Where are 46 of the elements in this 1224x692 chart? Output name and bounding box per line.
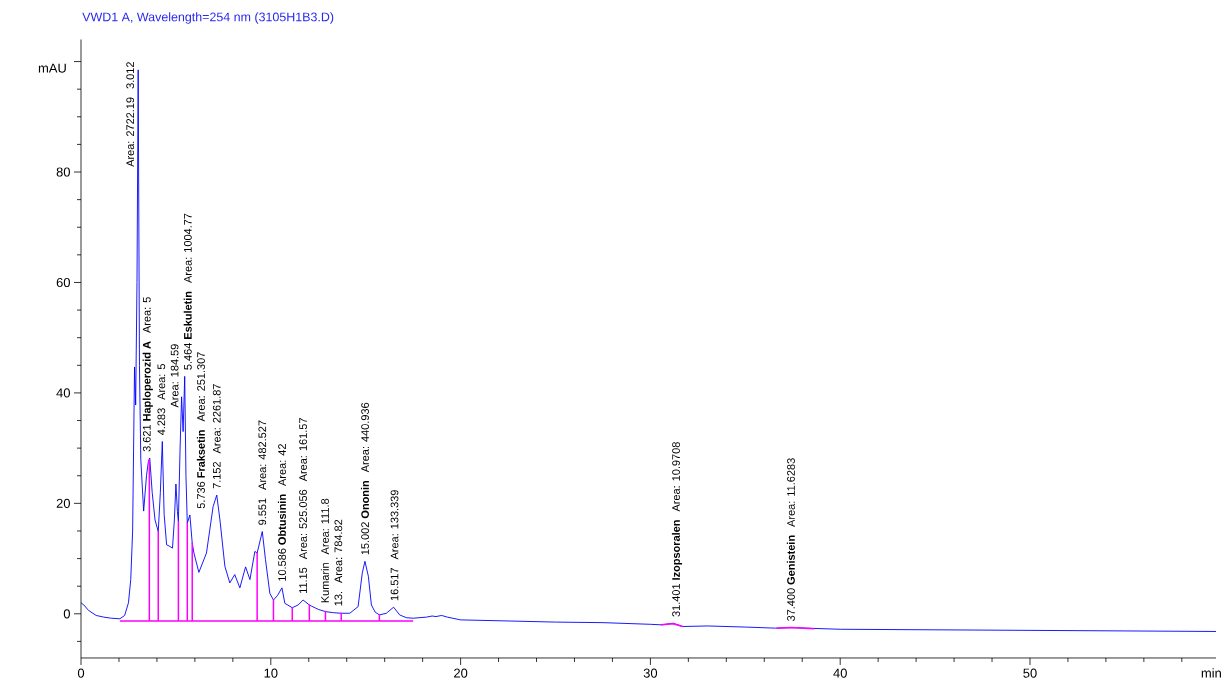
annotation: 3.621 Haploperozid A (142, 341, 153, 452)
x-axis-title: min (1201, 668, 1221, 678)
annotation: Area: 784.82 (334, 519, 343, 584)
y-tick-label: 60 (56, 277, 70, 288)
annotation: 9.551 (258, 498, 267, 525)
y-tick-label: 0 (63, 609, 70, 619)
annotation: 15.002 Ononin (360, 480, 369, 555)
annotation: Area: 10.9708 (672, 442, 680, 512)
annotation: 37.400 Genistein (786, 535, 795, 621)
y-tick-label: 80 (56, 167, 70, 177)
y-tick-label: 20 (56, 498, 70, 508)
annotation: Area: 5 (157, 364, 166, 400)
annotation: 4.283 (157, 408, 166, 436)
annotation: Area: 2261.87 (212, 384, 221, 454)
annotation: Area: 161.57 (299, 418, 307, 482)
annotation: Kumarin (320, 563, 329, 603)
annotation: 13. (334, 592, 343, 606)
annotation: 31.401 Izopsoralen (671, 520, 683, 617)
annotation: Area: 482.527 (258, 420, 267, 490)
annotation: Area: 111.8 (321, 498, 329, 555)
x-tick-label: 20 (454, 668, 468, 678)
chart-title: VWD1 A, Wavelength=254 nm (3105H1B3.D) (82, 12, 334, 24)
annotation: Area: 1004.77 (183, 213, 192, 283)
x-tick-label: 30 (643, 668, 658, 678)
annotation: Area: 251.307 (197, 352, 205, 422)
annotation: 5.464 Eskuletin (183, 291, 192, 370)
annotation: 11.15 (299, 567, 307, 593)
annotation: Area: 5 (143, 297, 151, 334)
annotation: 16.517 (390, 568, 399, 601)
annotation: 10.586 Obtusinin (277, 494, 286, 581)
annotation: Area: 42 (278, 444, 286, 486)
annotation: 7.152 (212, 462, 221, 489)
x-tick-label: 0 (77, 668, 85, 678)
x-tick-label: 10 (264, 668, 278, 678)
y-tick-label: 40 (56, 388, 70, 398)
annotation: 5.736 Fraksetin (196, 430, 205, 509)
annotation: Area: 440.936 (361, 402, 369, 473)
annotation: Area: 184.59 (170, 344, 179, 408)
y-axis-title: mAU (38, 63, 66, 73)
annotation: 3.012 (126, 62, 135, 89)
x-tick-label: 40 (833, 668, 847, 678)
annotation: Area: 2722.19 (126, 97, 135, 167)
annotation: Area: 11.6283 (787, 458, 795, 527)
annotation: Area: 525.056 (299, 489, 307, 560)
annotation: Area: 133.339 (390, 490, 399, 560)
x-tick-label: 50 (1023, 668, 1037, 678)
